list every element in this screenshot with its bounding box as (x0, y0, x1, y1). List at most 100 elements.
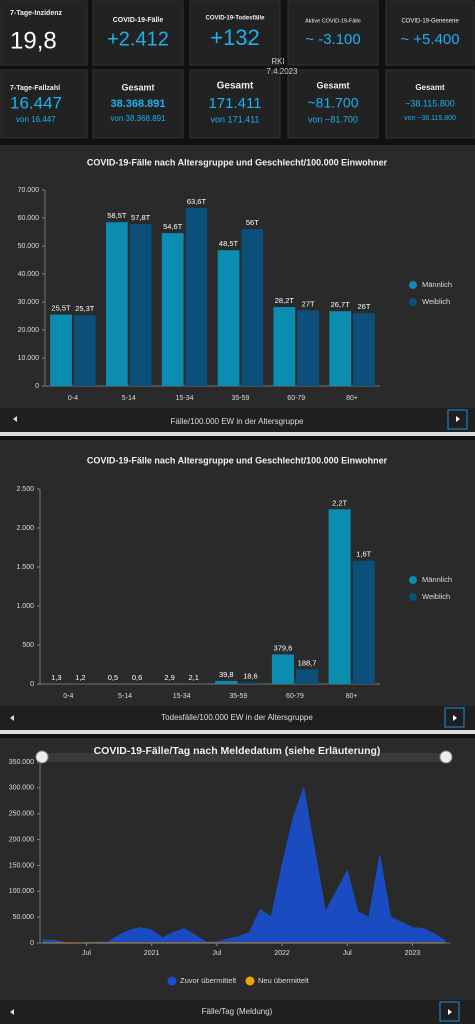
kpi-value: ~81.700 (308, 95, 359, 111)
x-tick-label: 60-79 (287, 395, 305, 402)
chart-title: COVID-19-Fälle/Tag nach Meldedatum (sieh… (94, 745, 381, 757)
panel (0, 738, 475, 1024)
next-button[interactable] (447, 409, 468, 430)
tile (385, 0, 475, 66)
value-label: 2,1 (188, 673, 198, 682)
legend-marker (167, 976, 177, 986)
value-label: 56T (246, 218, 259, 227)
x-tick-label: Jul (343, 950, 352, 957)
x-tick-label: 2023 (405, 950, 421, 957)
value-label: 28,2T (275, 296, 295, 305)
x-tick-label: Jul (212, 950, 221, 957)
kpi-sub: von ~38.115.800 (404, 115, 456, 122)
kpi-label: Gesamt (121, 82, 154, 92)
y-tick-label: 50.000 (13, 914, 35, 921)
x-tick-label: 2021 (144, 950, 160, 957)
y-tick-label: 2.000 (16, 525, 34, 532)
y-tick-label: 300.000 (9, 785, 34, 792)
bar (73, 315, 96, 386)
kpi-label: Aktive COVID-19-Fälle (305, 18, 361, 24)
panel-footer (0, 408, 475, 432)
bar (215, 680, 238, 684)
slider-handle[interactable] (35, 750, 49, 764)
prev-arrow[interactable] (10, 715, 14, 721)
bar (271, 654, 294, 684)
value-label: 2,9 (164, 673, 174, 682)
axis-title: Todesfälle/100.000 EW in der Altersgrupp… (161, 713, 313, 722)
next-arrow[interactable] (453, 715, 457, 721)
prev-arrow[interactable] (10, 1009, 14, 1015)
value-label: 57,8T (131, 213, 151, 222)
legend-marker (409, 298, 417, 306)
value-label: 1,2 (75, 673, 85, 682)
separator (0, 432, 475, 436)
kpi-value: ~ +5.400 (400, 31, 459, 48)
bar (161, 233, 184, 386)
panel-footer (0, 706, 475, 730)
prev-arrow[interactable] (13, 416, 17, 422)
y-tick-label: 200.000 (9, 836, 34, 843)
y-tick-label: 1.000 (16, 603, 34, 610)
kpi-sub: von 16.447 (16, 115, 56, 124)
value-label: 2,2T (332, 498, 347, 507)
axis-title: Fälle/100.000 EW in der Altersgruppe (171, 417, 305, 426)
legend-label: Neu übermittelt (258, 976, 310, 985)
value-label: 0,6 (132, 673, 142, 682)
tile (0, 69, 88, 139)
legend-marker (245, 976, 255, 986)
value-label: 54,6T (163, 222, 183, 231)
kpi-tiles: 7-Tage-Inzidenz 19,8 COVID-19-Fälle +2.4… (0, 0, 475, 139)
tile (0, 0, 88, 66)
kpi-value: 19,8 (10, 27, 57, 54)
x-tick-label: 0-4 (68, 395, 78, 402)
kpi-label: Gesamt (217, 81, 254, 92)
next-arrow[interactable] (448, 1009, 452, 1015)
tile (92, 69, 184, 139)
value-label: 18,6 (243, 672, 258, 681)
y-tick-label: 50.000 (18, 243, 40, 250)
kpi-value: 16.447 (10, 93, 62, 112)
value-label: 25,5T (51, 304, 71, 313)
kpi-label: 7-Tage-Inzidenz (10, 10, 62, 17)
legend-label: Männlich (422, 280, 452, 289)
legend-marker (409, 576, 417, 584)
x-tick-label: 0-4 (63, 693, 73, 700)
legend-marker (409, 593, 417, 601)
bar (105, 222, 128, 386)
next-button[interactable] (444, 707, 465, 728)
x-tick-label: 5-14 (118, 693, 132, 700)
time-slider[interactable] (42, 753, 446, 762)
value-label: 26T (358, 302, 371, 311)
bar (129, 224, 152, 386)
legend-marker (409, 281, 417, 289)
kpi-value: 171.411 (208, 95, 261, 112)
y-tick-label: 20.000 (18, 327, 40, 334)
value-label: 1,3 (51, 673, 61, 682)
next-button[interactable] (439, 1001, 460, 1022)
bar (239, 682, 262, 684)
x-tick-label: 80+ (346, 693, 358, 700)
y-tick-label: 1.500 (16, 564, 34, 571)
kpi-value: ~38.115.800 (405, 98, 455, 108)
bar (185, 207, 208, 386)
chart-title: COVID-19-Fälle nach Altersgruppe und Ges… (87, 157, 388, 167)
value-label: 58,5T (107, 211, 127, 220)
value-label: 0,5 (108, 673, 118, 682)
kpi-label: COVID-19-Genesene (401, 19, 459, 25)
value-label: 27T (302, 299, 315, 308)
value-label: 1,6T (356, 550, 371, 559)
kpi-sub: von 171.411 (211, 114, 260, 124)
kpi-sub: von ~81.700 (308, 114, 358, 124)
x-tick-label: 15-34 (176, 395, 194, 402)
y-tick-label: 10.000 (18, 355, 40, 362)
chart-title: COVID-19-Fälle nach Altersgruppe und Ges… (87, 455, 388, 465)
panel (0, 440, 475, 730)
next-arrow[interactable] (456, 416, 460, 422)
y-tick-label: 60.000 (18, 215, 40, 222)
tile (385, 69, 475, 139)
y-tick-label: 2.500 (16, 486, 34, 493)
legend-label: Weiblich (422, 297, 450, 306)
slider-handle[interactable] (439, 750, 453, 764)
y-tick-label: 500 (22, 642, 34, 649)
